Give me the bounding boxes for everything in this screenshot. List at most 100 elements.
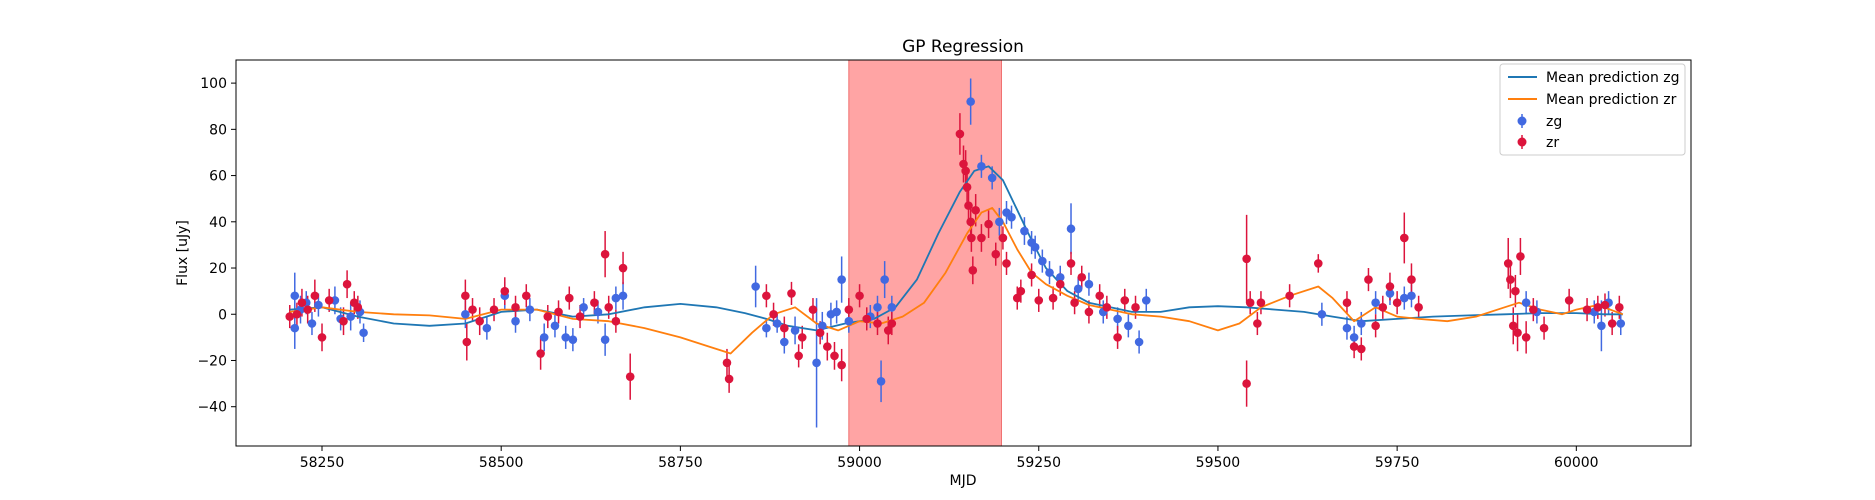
data-point-zr bbox=[297, 298, 307, 307]
data-point-zr bbox=[887, 319, 897, 328]
legend-label-zr: zr bbox=[1546, 135, 1559, 151]
y-tick-label: 40 bbox=[209, 215, 227, 231]
data-point-zr bbox=[762, 291, 771, 301]
data-point-zr bbox=[1356, 344, 1366, 354]
data-point-zg bbox=[1020, 226, 1029, 236]
data-point-zg bbox=[780, 337, 789, 347]
data-point-zr bbox=[310, 291, 320, 301]
data-point-zg bbox=[772, 319, 782, 328]
data-point-zr bbox=[554, 307, 563, 317]
data-point-zr bbox=[1102, 303, 1112, 312]
data-point-zr bbox=[1242, 254, 1251, 264]
data-point-zg bbox=[482, 323, 492, 333]
data-point-zr bbox=[855, 291, 864, 301]
data-point-zg bbox=[1084, 279, 1094, 289]
data-point-zr bbox=[1511, 286, 1520, 296]
y-tick-label: 20 bbox=[209, 261, 227, 277]
data-point-zr bbox=[1113, 333, 1122, 342]
data-point-zr bbox=[1048, 293, 1058, 303]
x-tick-label: 58750 bbox=[658, 455, 703, 471]
data-point-zr bbox=[1615, 303, 1624, 312]
data-point-zr bbox=[324, 296, 334, 305]
x-tick-label: 59250 bbox=[1016, 455, 1061, 471]
data-point-zr bbox=[462, 337, 472, 347]
data-point-zr bbox=[966, 217, 975, 227]
data-point-zr bbox=[1245, 298, 1255, 307]
data-point-zr bbox=[511, 303, 520, 312]
data-point-zr bbox=[722, 358, 732, 368]
highlight-band bbox=[848, 59, 1002, 447]
data-point-zr bbox=[625, 372, 635, 381]
data-point-zg bbox=[346, 312, 355, 321]
data-point-zr bbox=[575, 312, 585, 321]
data-point-zg bbox=[1407, 291, 1416, 301]
data-point-zr bbox=[883, 326, 893, 335]
data-point-zg bbox=[1134, 337, 1144, 347]
data-point-zg bbox=[1066, 224, 1076, 234]
data-point-zr bbox=[961, 166, 970, 176]
data-point-zr bbox=[1539, 323, 1549, 333]
data-point-zg bbox=[579, 303, 588, 312]
data-point-zr bbox=[862, 314, 872, 324]
data-point-zr bbox=[1070, 298, 1079, 307]
data-point-zr bbox=[1066, 259, 1076, 268]
y-tick-label: 80 bbox=[209, 122, 227, 138]
data-point-zr bbox=[971, 205, 980, 215]
data-point-zg bbox=[1371, 298, 1380, 307]
data-point-zr bbox=[1120, 296, 1130, 305]
legend-label-zg-line: Mean prediction zg bbox=[1546, 70, 1680, 86]
data-point-zr bbox=[964, 201, 973, 210]
data-point-zg bbox=[887, 303, 897, 312]
data-point-zg bbox=[977, 162, 986, 171]
data-point-zg bbox=[561, 333, 571, 342]
data-point-zr bbox=[977, 233, 986, 243]
data-point-zr bbox=[955, 129, 965, 139]
data-point-zr bbox=[1285, 291, 1294, 301]
data-point-zr bbox=[1508, 321, 1518, 331]
data-point-zr bbox=[611, 316, 621, 326]
data-point-zr bbox=[1582, 305, 1592, 314]
data-point-zg bbox=[525, 305, 535, 314]
y-tick-label: −20 bbox=[197, 353, 227, 369]
data-point-zr bbox=[1385, 282, 1395, 291]
data-point-zr bbox=[317, 333, 327, 342]
data-point-zr bbox=[543, 312, 553, 321]
data-point-zr bbox=[823, 342, 832, 351]
data-point-zr bbox=[780, 323, 789, 333]
data-point-zr bbox=[339, 316, 348, 326]
data-point-zg bbox=[1141, 296, 1151, 305]
data-point-zr bbox=[1593, 303, 1603, 312]
data-point-zr bbox=[342, 279, 352, 289]
data-point-zr bbox=[1027, 270, 1036, 280]
legend: Mean prediction zg Mean prediction zr zg… bbox=[1499, 63, 1686, 156]
data-point-zr bbox=[618, 263, 628, 273]
data-point-zr bbox=[1378, 303, 1388, 312]
data-point-zr bbox=[797, 333, 807, 342]
data-point-zr bbox=[1400, 233, 1409, 243]
data-point-zr bbox=[1364, 275, 1373, 284]
x-tick-label: 59750 bbox=[1375, 455, 1420, 471]
data-point-zr bbox=[837, 360, 846, 370]
data-point-zr bbox=[1564, 296, 1574, 305]
data-point-zg bbox=[880, 275, 889, 284]
data-point-zr bbox=[1016, 286, 1026, 296]
data-point-zr bbox=[1349, 342, 1359, 351]
data-point-zr bbox=[604, 303, 614, 312]
y-tick-label: 100 bbox=[200, 76, 227, 92]
data-point-zr bbox=[1131, 303, 1140, 312]
data-point-zr bbox=[962, 182, 972, 192]
data-point-zg bbox=[832, 307, 841, 317]
data-point-zr bbox=[1256, 298, 1266, 307]
data-point-zg bbox=[511, 316, 520, 326]
data-point-zr bbox=[1055, 279, 1065, 289]
data-point-zg bbox=[1342, 323, 1352, 333]
legend-box bbox=[1499, 63, 1686, 156]
data-point-zg bbox=[837, 275, 846, 284]
data-point-zr bbox=[1034, 296, 1044, 305]
data-point-zr bbox=[468, 305, 477, 314]
data-point-zr bbox=[1012, 293, 1022, 303]
y-tick-label: 0 bbox=[218, 307, 227, 323]
data-point-zr bbox=[489, 305, 499, 314]
data-point-zg bbox=[539, 333, 549, 342]
data-point-zg bbox=[1616, 319, 1626, 328]
